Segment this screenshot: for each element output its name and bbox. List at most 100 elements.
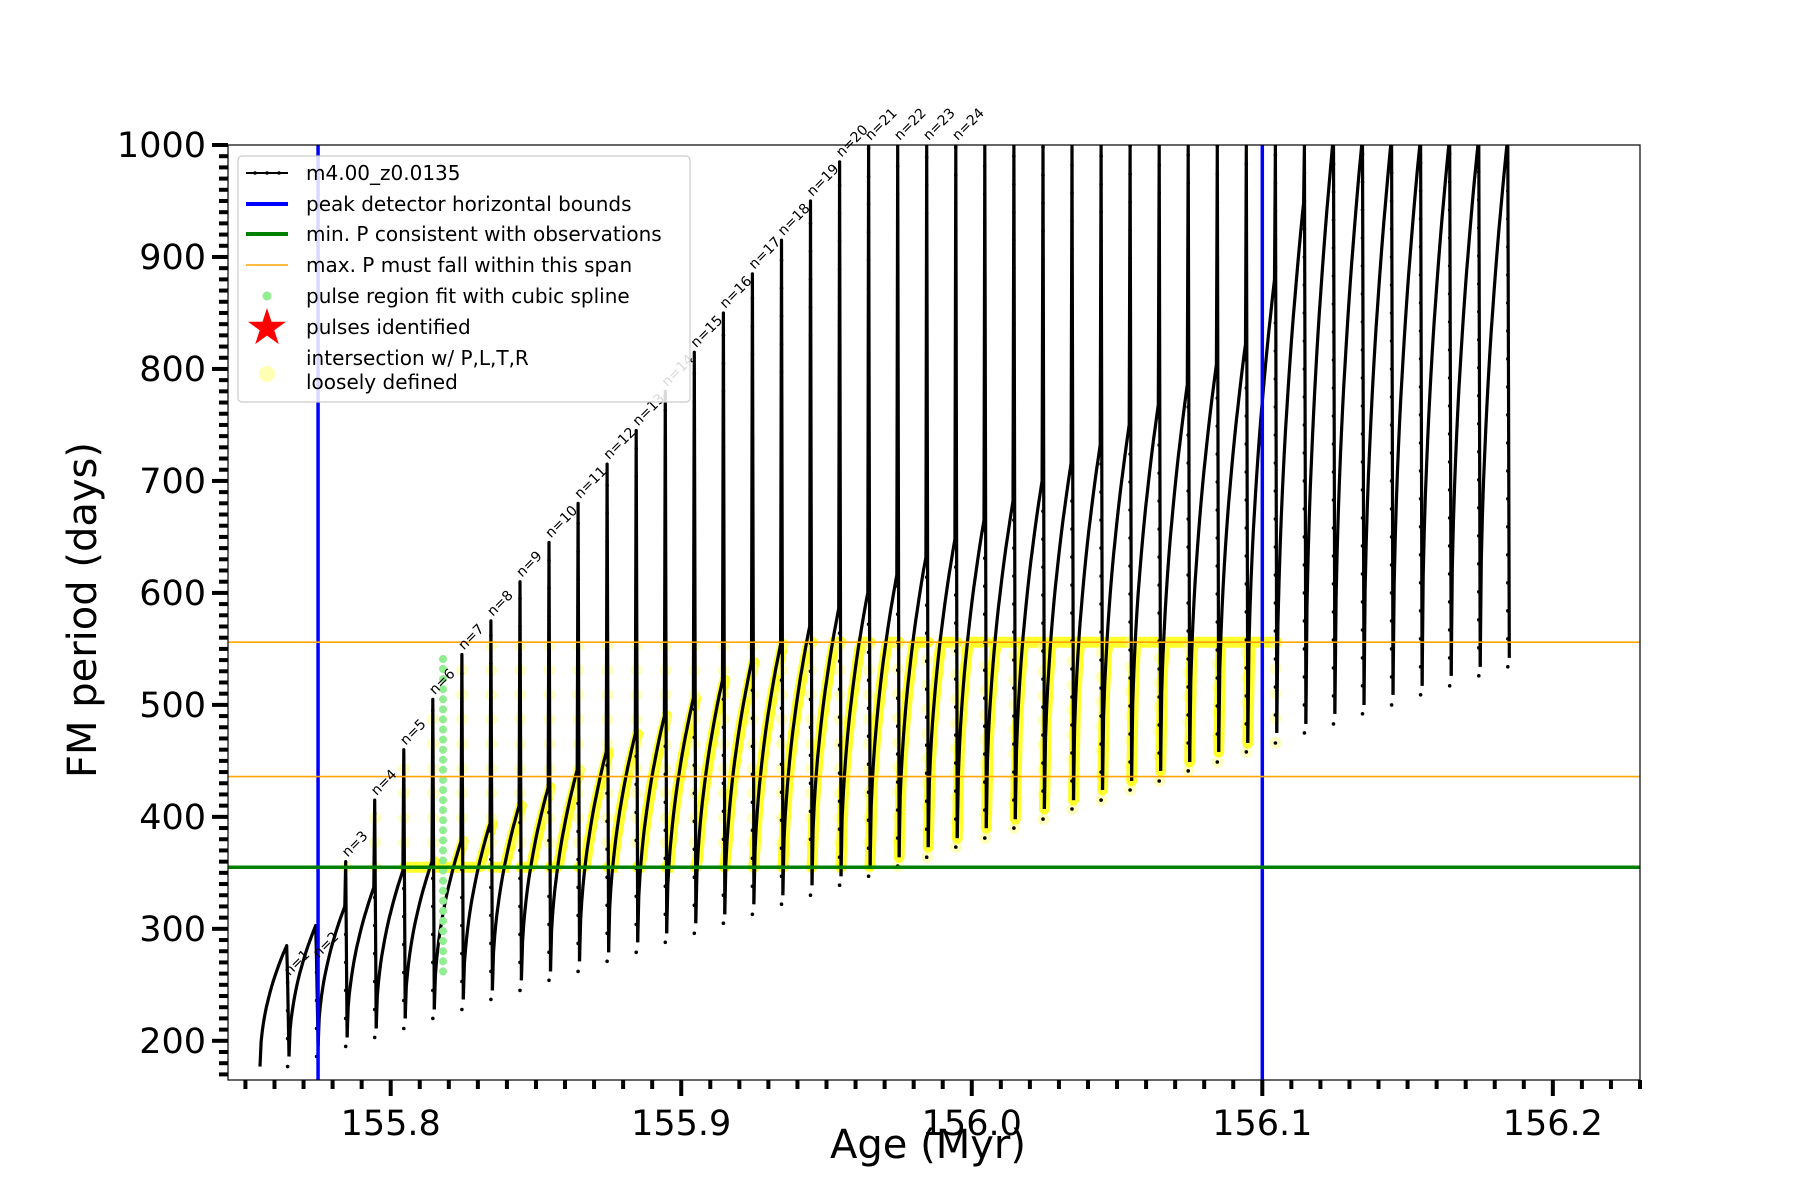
model-point — [1012, 238, 1016, 242]
model-point — [1244, 470, 1249, 474]
model-point — [1418, 273, 1423, 277]
model-point — [924, 183, 929, 188]
model-point — [634, 754, 638, 759]
model-point — [1041, 453, 1045, 458]
model-point — [1012, 574, 1016, 578]
model-point — [1041, 173, 1045, 177]
model-point — [634, 614, 638, 619]
model-point — [1099, 518, 1103, 522]
model-point — [431, 764, 435, 769]
legend: m4.00_z0.0135 peak detector horizontal b… — [237, 155, 691, 403]
model-point — [431, 904, 435, 909]
model-pulse — [1333, 145, 1366, 714]
model-point — [866, 762, 871, 766]
model-point — [431, 960, 435, 965]
model-point — [1041, 649, 1045, 653]
spline-point — [439, 745, 447, 754]
model-point — [1128, 284, 1132, 288]
model-point — [1215, 368, 1220, 372]
model-point — [663, 772, 668, 777]
model-point — [1418, 469, 1423, 473]
legend-marker-5-star-icon — [248, 308, 286, 345]
model-point — [1099, 434, 1103, 438]
model-point — [605, 819, 609, 824]
model-point — [1128, 788, 1132, 792]
model-point — [605, 707, 609, 712]
model-point — [1215, 145, 1220, 148]
legend-label-5: pulses identified — [306, 315, 471, 339]
model-point — [954, 285, 958, 290]
model-point — [779, 426, 784, 431]
model-point — [634, 838, 638, 843]
model-point — [460, 811, 464, 816]
model-point — [1041, 481, 1045, 486]
model-point — [750, 436, 755, 441]
model-point — [1157, 219, 1161, 223]
model-point — [1244, 386, 1249, 390]
model-point — [954, 229, 958, 233]
model-point — [634, 642, 638, 647]
model-point — [1099, 602, 1103, 606]
spline-point — [439, 816, 447, 825]
model-pulse — [839, 145, 872, 877]
model-point — [1186, 237, 1190, 241]
model-point — [924, 603, 929, 607]
model-point — [1041, 565, 1045, 569]
y-tick-label: 500 — [139, 686, 206, 726]
model-point — [1360, 264, 1365, 268]
model-point — [1128, 424, 1132, 428]
x-tick-label: 156.0 — [922, 1104, 1022, 1144]
model-point — [1099, 378, 1103, 382]
model-point — [1477, 198, 1481, 202]
model-point — [954, 173, 958, 177]
model-point — [605, 959, 609, 964]
model-point — [954, 677, 958, 681]
model-pulse — [1130, 145, 1163, 782]
model-point — [866, 538, 871, 543]
model-point — [866, 594, 871, 599]
spline-region — [439, 655, 447, 976]
model-point — [1215, 452, 1220, 456]
model-point — [1244, 638, 1249, 642]
model-point — [866, 622, 871, 627]
model-point — [1041, 341, 1045, 346]
model-point — [779, 454, 784, 459]
model-point — [1302, 255, 1307, 259]
model-point — [663, 632, 668, 637]
model-point — [1128, 648, 1132, 652]
model-point — [1186, 461, 1190, 465]
model-point — [1418, 161, 1423, 165]
model-point — [983, 360, 987, 365]
pulse-label-23: n=23 — [920, 105, 958, 143]
model-point — [721, 333, 726, 338]
plot-frame — [227, 144, 1641, 1081]
model-point — [547, 810, 551, 815]
model-point — [837, 603, 842, 607]
model-point — [779, 314, 784, 319]
model-point — [460, 755, 464, 760]
model-point — [808, 781, 813, 786]
model-point — [721, 809, 726, 814]
model-point — [1506, 273, 1510, 277]
model-point — [866, 230, 871, 235]
model-point — [1186, 153, 1190, 157]
model-point — [576, 745, 580, 750]
model-pulse — [577, 462, 611, 962]
model-point — [924, 407, 929, 412]
model-point — [1070, 387, 1074, 391]
model-point — [983, 416, 987, 421]
model-point — [1302, 311, 1307, 315]
model-point — [750, 324, 755, 329]
model-point — [547, 726, 551, 731]
model-point — [1302, 423, 1307, 427]
model-point — [402, 970, 406, 975]
model-point — [1012, 826, 1016, 830]
spline-point — [439, 685, 447, 694]
model-point — [1389, 507, 1394, 511]
model-point — [1360, 488, 1365, 492]
model-point — [1157, 555, 1161, 559]
model-point — [983, 248, 987, 253]
model-point — [895, 164, 900, 169]
model-point — [1331, 526, 1336, 530]
model-point — [1418, 441, 1423, 445]
